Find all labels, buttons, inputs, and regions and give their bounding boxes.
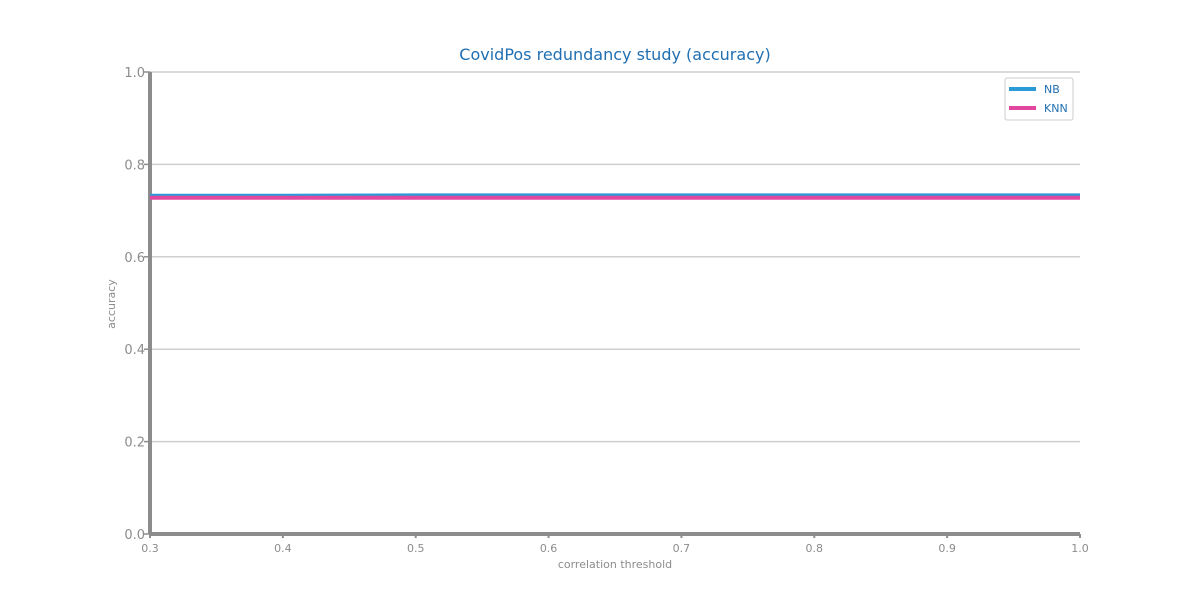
legend-label-knn: KNN xyxy=(1044,102,1068,115)
axes-layer xyxy=(148,72,1080,536)
chart-title: CovidPos redundancy study (accuracy) xyxy=(459,45,770,64)
x-tick-label: 0.7 xyxy=(673,542,691,555)
x-tick-label: 0.9 xyxy=(938,542,956,555)
y-tick-label: 1.0 xyxy=(124,66,145,81)
x-tick-label: 0.8 xyxy=(806,542,824,555)
x-tick-label: 1.0 xyxy=(1071,542,1089,555)
y-tick-label: 0.0 xyxy=(124,528,145,543)
ticks-layer: 0.0 0.2 0.4 0.6 0.8 1.0 0.3 0.4 0.5 0.6 0.7 0.8 0.9 1… xyxy=(124,66,1088,555)
y-tick-label: 0.2 xyxy=(124,436,145,451)
x-tick-label: 0.4 xyxy=(274,542,292,555)
x-tick-label: 0.6 xyxy=(540,542,558,555)
x-tick-label: 0.3 xyxy=(141,542,159,555)
y-tick-label: 0.4 xyxy=(124,343,145,358)
series-layer xyxy=(150,193,1080,200)
x-axis-label: correlation threshold xyxy=(558,558,672,571)
legend-label-nb: NB xyxy=(1044,83,1060,96)
y-axis-label: accuracy xyxy=(105,279,118,329)
grid-layer xyxy=(150,71,1080,443)
y-tick-label: 0.8 xyxy=(124,158,145,173)
x-tick-label: 0.5 xyxy=(407,542,425,555)
legend: NB KNN xyxy=(1004,77,1074,121)
y-tick-label: 0.6 xyxy=(124,251,145,266)
